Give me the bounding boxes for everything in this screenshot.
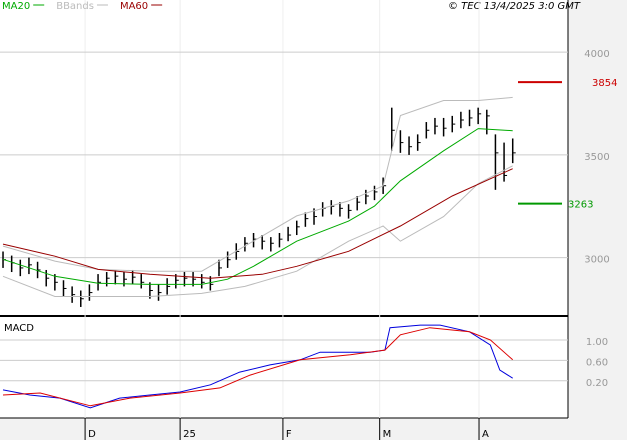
ma-line [2, 128, 513, 285]
x-tick-label: F [286, 429, 292, 440]
band-lower [2, 165, 513, 297]
x-tick-label: D [88, 429, 96, 440]
y-tick-label: 3500 [584, 152, 609, 163]
y-tick-label: 0.20 [586, 378, 608, 389]
x-tick-label: M [383, 429, 392, 440]
y-tick-label: 4000 [584, 49, 609, 60]
legend-label: MA60 [120, 1, 148, 12]
plot-area [0, 0, 568, 418]
macd-title: MACD [4, 323, 34, 334]
level-label: 3263 [568, 200, 593, 211]
x-tick-label: A [482, 429, 489, 440]
y-tick-label: 1.00 [586, 337, 608, 348]
y-tick-label: 0.60 [586, 357, 608, 368]
level-label: 3854 [592, 78, 617, 89]
legend-label: BBands [56, 1, 94, 12]
legend-label: MA20 [2, 1, 30, 12]
macd-line [2, 327, 514, 407]
x-tick-label: 25 [183, 429, 196, 440]
ma-line [2, 168, 513, 279]
y-tick-label: 3000 [584, 255, 609, 266]
source: © TEC 13/4/2025 3:0 GMT [448, 1, 581, 12]
